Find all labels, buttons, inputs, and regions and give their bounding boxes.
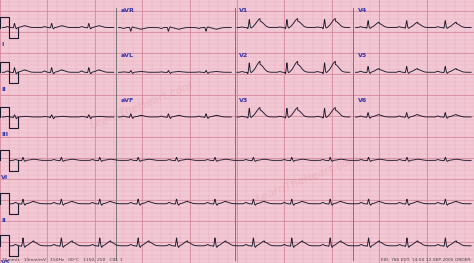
Text: II: II <box>1 218 6 223</box>
Text: 25mm/s   10mm/mV   150Hz   00°C   1150, 250   CID: 1: 25mm/s 10mm/mV 150Hz 00°C 1150, 250 CID:… <box>2 259 123 262</box>
Text: aVR: aVR <box>121 8 135 13</box>
Text: I: I <box>1 42 4 47</box>
Text: V6: V6 <box>358 98 367 103</box>
Text: III: III <box>1 132 9 136</box>
Text: V4: V4 <box>358 8 367 13</box>
Text: V5: V5 <box>1 260 11 263</box>
Text: V2: V2 <box>239 53 249 58</box>
Text: V5: V5 <box>358 53 367 58</box>
Text: EID: 786 EDT: 14:50 12-SEP-2005 ORDER:: EID: 786 EDT: 14:50 12-SEP-2005 ORDER: <box>381 259 472 262</box>
Text: aVL: aVL <box>121 53 134 58</box>
Text: V1: V1 <box>239 8 249 13</box>
Text: VI: VI <box>1 175 9 180</box>
Text: II: II <box>1 87 6 92</box>
Text: LearnTheHeart.com: LearnTheHeart.com <box>255 154 361 204</box>
Text: LearnTheHeart.com: LearnTheHeart.com <box>89 80 195 130</box>
Text: V3: V3 <box>239 98 249 103</box>
Text: aVF: aVF <box>121 98 134 103</box>
